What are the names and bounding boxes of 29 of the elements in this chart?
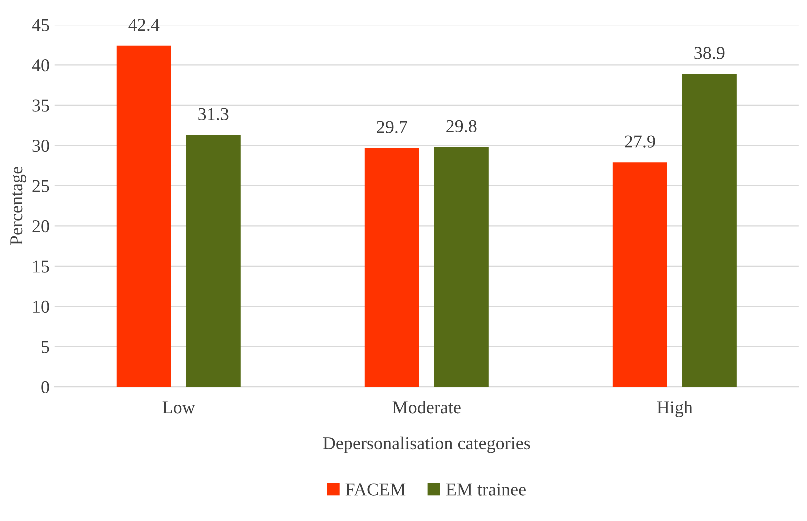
- bar: [612, 162, 668, 388]
- y-tick-label: 0: [42, 381, 50, 394]
- data-label: 29.8: [446, 120, 477, 133]
- bar: [682, 74, 737, 388]
- bar: [364, 148, 420, 388]
- data-label: 29.7: [377, 121, 408, 134]
- x-tick-label: Low: [162, 402, 196, 414]
- y-axis-title: Percentage: [10, 167, 26, 246]
- x-tick-label: High: [657, 400, 693, 418]
- x-axis-title: Depersonalisation categories: [323, 436, 530, 454]
- data-label: 27.9: [625, 136, 656, 148]
- y-tick-label: 5: [42, 341, 50, 354]
- y-tick-label: 10: [34, 300, 50, 314]
- legend-label: FACEM: [346, 484, 406, 496]
- data-label: 42.4: [128, 19, 160, 32]
- data-label: 38.9: [694, 47, 725, 60]
- y-tick-label: 45: [32, 19, 50, 32]
- y-tick-label: 35: [32, 100, 50, 112]
- y-tick-label: 15: [34, 260, 50, 273]
- y-tick-label: 30: [32, 140, 50, 152]
- bar: [186, 135, 241, 388]
- data-label: 31.3: [198, 108, 229, 121]
- y-tick-label: 40: [32, 60, 50, 72]
- bar: [434, 147, 489, 388]
- y-tick-label: 20: [32, 220, 50, 233]
- legend-label: EM trainee: [446, 484, 526, 496]
- x-tick-label: Moderate: [392, 400, 461, 414]
- bar: [116, 46, 172, 388]
- y-tick-label: 25: [32, 180, 50, 192]
